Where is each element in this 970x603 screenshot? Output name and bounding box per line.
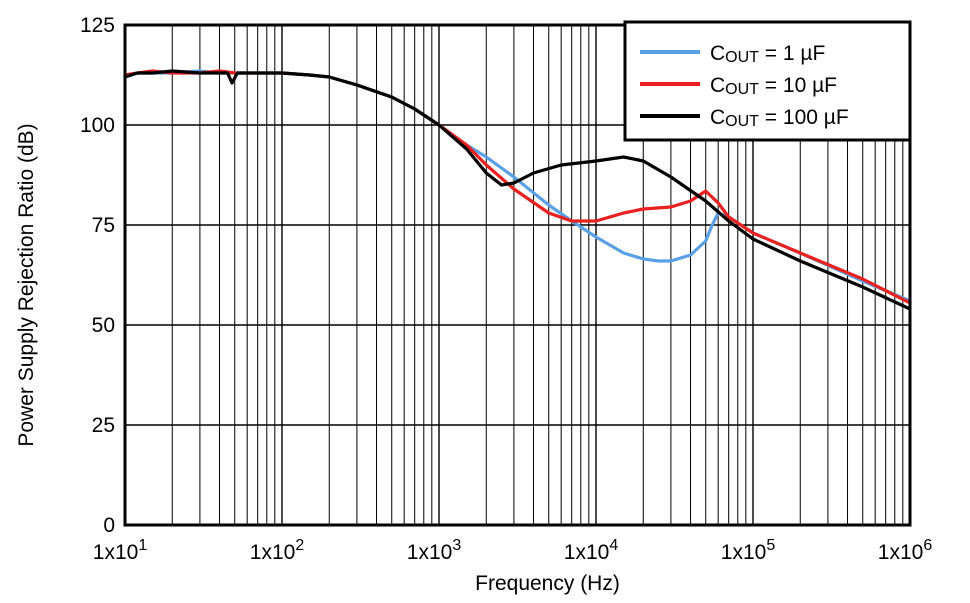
x-tick-label: 1x104 xyxy=(564,537,619,564)
x-tick-label: 1x103 xyxy=(407,537,462,564)
y-axis-title: Power Supply Rejection Ratio (dB) xyxy=(15,123,38,446)
x-axis-title: Frequency (Hz) xyxy=(475,572,620,595)
y-tick-label: 0 xyxy=(103,514,115,537)
legend: COUT = 1 µF COUT = 10 µF COUT = 100 µF xyxy=(623,20,912,142)
y-tick-label: 125 xyxy=(80,14,115,37)
x-tick-label: 1x101 xyxy=(93,537,148,564)
legend-label-1: COUT = 1 µF xyxy=(710,42,825,66)
series-line-2 xyxy=(123,69,912,305)
legend-box xyxy=(623,20,912,142)
x-tick-label: 1x106 xyxy=(878,537,933,564)
y-tick-label: 25 xyxy=(92,414,115,437)
y-tick-label: 100 xyxy=(80,114,115,137)
y-tick-label: 50 xyxy=(92,314,115,337)
legend-label-2: COUT = 10 µF xyxy=(710,74,837,98)
series-line-3 xyxy=(123,69,912,311)
x-tick-label: 1x105 xyxy=(721,537,776,564)
x-tick-label: 1x102 xyxy=(250,537,305,564)
x-tick-labels: 1x101 1x102 1x103 1x104 1x105 1x106 xyxy=(93,537,933,564)
data-series xyxy=(123,69,912,311)
plot-frame xyxy=(123,23,912,527)
y-tick-labels: 0 25 50 75 100 125 xyxy=(80,14,115,537)
y-tick-label: 75 xyxy=(92,214,115,237)
legend-label-3: COUT = 100 µF xyxy=(710,106,849,130)
